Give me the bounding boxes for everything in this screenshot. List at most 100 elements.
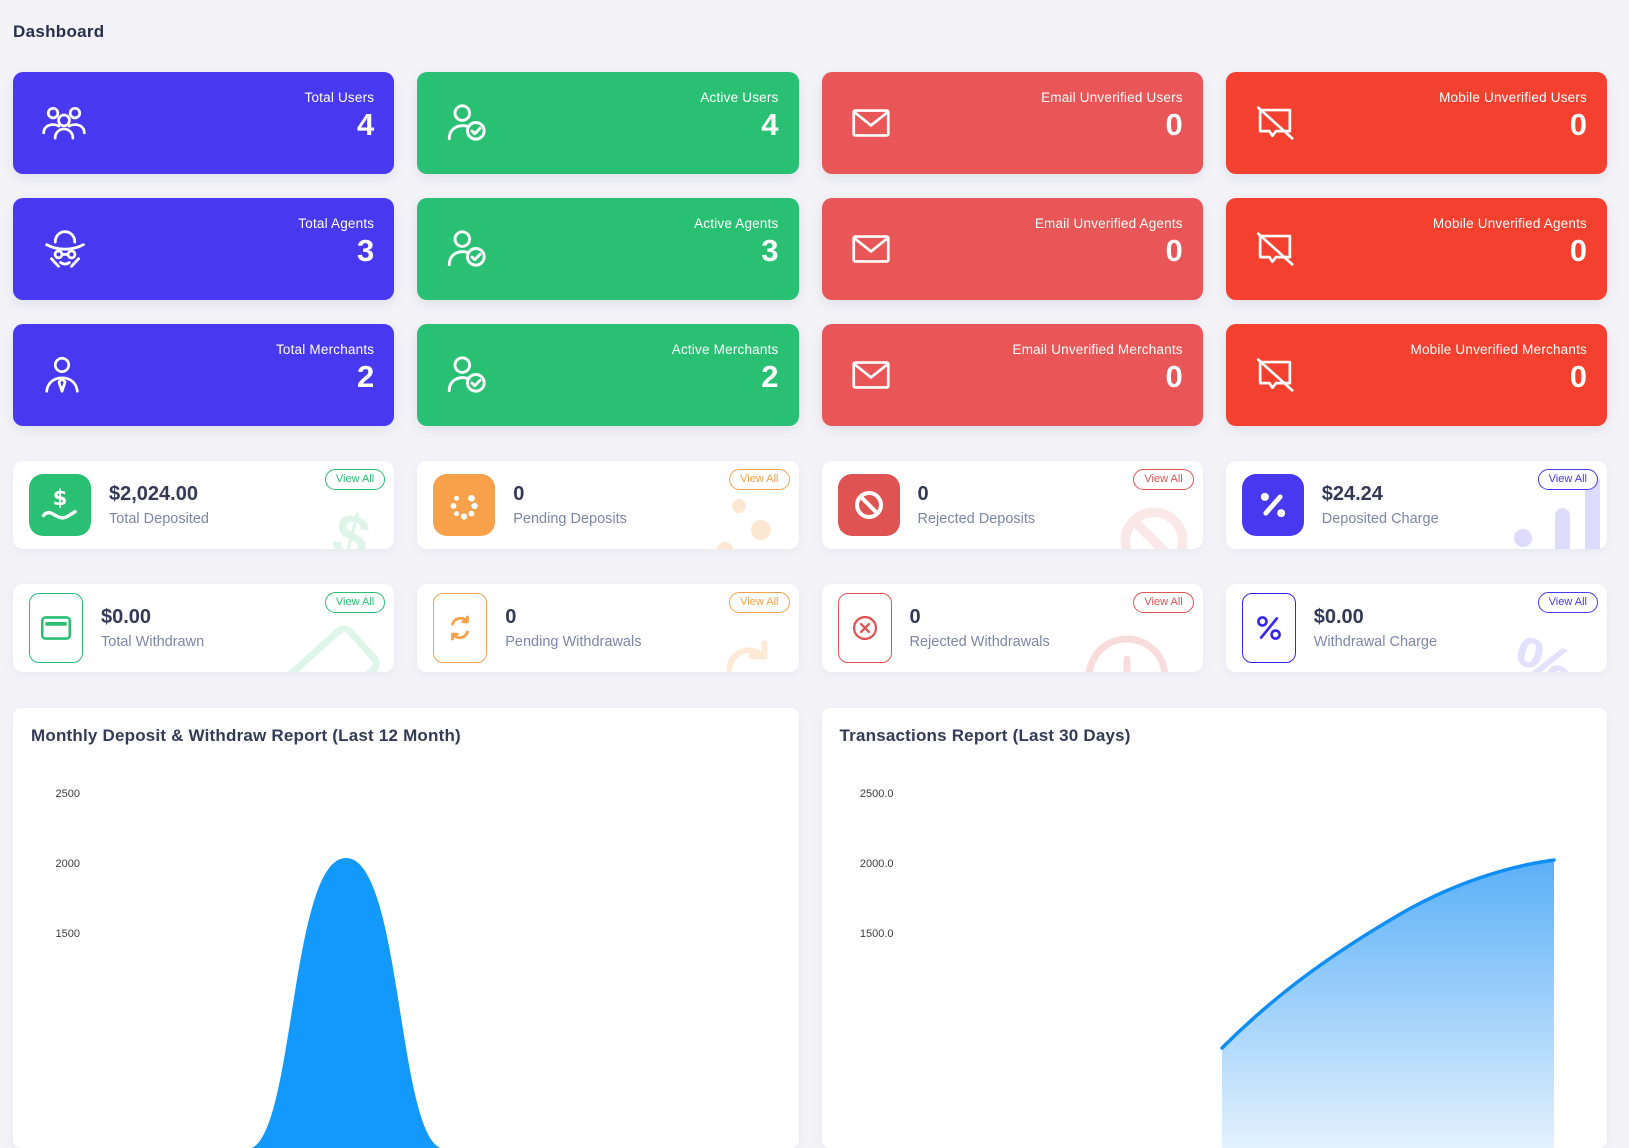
amount-label: Total Deposited <box>109 511 209 527</box>
refresh-ghost-icon <box>705 617 789 672</box>
stat-card-mobile-unverified-agents: Mobile Unverified Agents 0 <box>1225 198 1607 300</box>
stat-card-active-merchants: Active Merchants 2 <box>417 324 799 426</box>
stat-label: Email Unverified Agents <box>1034 216 1183 231</box>
amount-value: 0 <box>505 606 517 628</box>
view-all-button[interactable]: View All <box>324 469 386 490</box>
stat-value: 0 <box>1569 359 1587 394</box>
stat-card-total-merchants: Total Merchants 2 <box>13 324 395 426</box>
plus-circle-ghost-icon <box>1079 629 1175 672</box>
stat-label: Total Users <box>304 90 375 105</box>
summary-card-total-withdrawn: View All $0.00 Total Withdrawn <box>13 584 395 672</box>
area-chart <box>250 858 442 1148</box>
stat-card-mobile-unverified-users: Mobile Unverified Users 0 <box>1225 72 1607 174</box>
stat-card-email-unverified-agents: Email Unverified Agents 0 <box>821 198 1203 300</box>
stat-label: Email Unverified Merchants <box>1012 342 1183 357</box>
x-circle-icon <box>837 593 892 663</box>
hand-dollar-icon: $ <box>29 474 91 536</box>
summary-card-pending-withdrawals: View All 0 Pending Withdrawals <box>417 584 799 672</box>
percent-sign-icon <box>1241 593 1296 663</box>
stat-label: Email Unverified Users <box>1041 90 1183 105</box>
spy-icon <box>39 223 91 275</box>
percent-ghost-icon: % <box>1502 621 1584 672</box>
amount-value: 0 <box>513 483 525 505</box>
dollar-ghost-icon: $ <box>325 499 377 549</box>
amount-value: $0.00 <box>1313 606 1364 628</box>
stat-card-active-users: Active Users 4 <box>417 72 799 174</box>
transactions-report-chart-card: Transactions Report (Last 30 Days) 2500.… <box>821 708 1607 1148</box>
summary-card-rejected-deposits: View All 0 Rejected Deposits <box>821 461 1203 549</box>
area-chart <box>1219 858 1556 1148</box>
stat-label: Mobile Unverified Users <box>1439 90 1587 105</box>
user-check-icon <box>443 350 493 400</box>
stat-value: 0 <box>1569 107 1587 142</box>
view-all-button[interactable]: View All <box>324 592 386 613</box>
summary-card-pending-deposits: View All 0 Pending Deposits <box>417 461 799 549</box>
amount-label: Pending Deposits <box>513 511 627 527</box>
stat-label: Mobile Unverified Agents <box>1432 216 1587 231</box>
stat-label: Active Agents <box>694 216 779 231</box>
summary-card-rejected-withdrawals: View All 0 Rejected Withdrawals <box>821 584 1203 672</box>
view-all-button[interactable]: View All <box>1537 469 1598 490</box>
view-all-button[interactable]: View All <box>729 592 790 613</box>
stat-label: Active Merchants <box>671 342 779 357</box>
y-axis-tick: 2000.0 <box>859 858 894 870</box>
stat-card-mobile-unverified-merchants: Mobile Unverified Merchants 0 <box>1225 324 1607 426</box>
view-all-button[interactable]: View All <box>729 469 790 490</box>
summary-card-deposited-charge: View All $24.24 Deposited Charge <box>1225 461 1607 549</box>
amount-value: 0 <box>909 606 921 628</box>
spinner-dots-icon <box>433 474 496 536</box>
amount-value: $2,024.00 <box>109 483 198 505</box>
amount-value: $24.24 <box>1321 483 1383 505</box>
stat-value: 0 <box>1165 233 1183 268</box>
chart-title: Monthly Deposit & Withdraw Report (Last … <box>31 726 461 745</box>
stat-label: Active Users <box>700 90 779 105</box>
svg-text:$: $ <box>53 486 68 510</box>
charts-row: Monthly Deposit & Withdraw Report (Last … <box>13 708 1607 1148</box>
y-axis-tick: 2000 <box>55 858 80 870</box>
y-axis-tick: 1500 <box>55 928 80 940</box>
view-all-button[interactable]: View All <box>1133 592 1194 613</box>
y-axis-tick: 2500 <box>55 788 80 800</box>
stat-value: 3 <box>761 233 779 268</box>
stat-value: 0 <box>1165 107 1183 142</box>
ban-ghost-icon <box>1099 486 1203 549</box>
stat-label: Mobile Unverified Merchants <box>1410 342 1587 357</box>
view-all-button[interactable]: View All <box>1133 469 1194 490</box>
stat-card-email-unverified-merchants: Email Unverified Merchants 0 <box>821 324 1203 426</box>
message-slash-icon <box>1252 226 1298 272</box>
summary-card-withdrawal-charge: View All $0.00 Withdrawal Charge % <box>1225 584 1607 672</box>
amount-label: Deposited Charge <box>1321 511 1439 527</box>
view-all-button[interactable]: View All <box>1537 592 1598 613</box>
refresh-icon <box>433 593 488 663</box>
percent-slash-icon <box>1241 474 1304 536</box>
y-axis-tick: 1500.0 <box>859 928 894 940</box>
stat-value: 0 <box>1569 233 1587 268</box>
stat-card-email-unverified-users: Email Unverified Users 0 <box>821 72 1203 174</box>
credit-card-icon <box>29 593 83 663</box>
stat-card-grid: Total Users 4 Active Users 4 Email Unver… <box>13 72 1607 426</box>
page-title: Dashboard <box>13 22 105 41</box>
stat-value: 0 <box>1165 359 1183 394</box>
amount-label: Pending Withdrawals <box>505 634 642 650</box>
card-ghost-icon <box>277 617 392 672</box>
stat-value: 3 <box>357 233 375 268</box>
stat-value: 2 <box>761 359 779 394</box>
amount-label: Total Withdrawn <box>101 634 205 650</box>
envelope-icon <box>848 352 894 398</box>
stat-value: 2 <box>357 359 375 394</box>
envelope-icon <box>848 226 894 272</box>
message-slash-icon <box>1252 100 1298 146</box>
stat-label: Total Agents <box>298 216 375 231</box>
ban-icon <box>837 474 900 536</box>
merchant-icon <box>39 352 85 398</box>
stat-label: Total Merchants <box>275 342 375 357</box>
user-check-icon <box>443 224 493 274</box>
amount-value: $0.00 <box>101 606 152 628</box>
stat-card-total-agents: Total Agents 3 <box>13 198 395 300</box>
stat-card-active-agents: Active Agents 3 <box>417 198 799 300</box>
summary-card-grid-withdrawals: View All $0.00 Total Withdrawn View All … <box>13 584 1607 672</box>
monthly-report-chart-card: Monthly Deposit & Withdraw Report (Last … <box>13 708 799 1148</box>
y-axis-tick: 2500.0 <box>859 788 894 800</box>
stat-value: 4 <box>357 107 375 142</box>
